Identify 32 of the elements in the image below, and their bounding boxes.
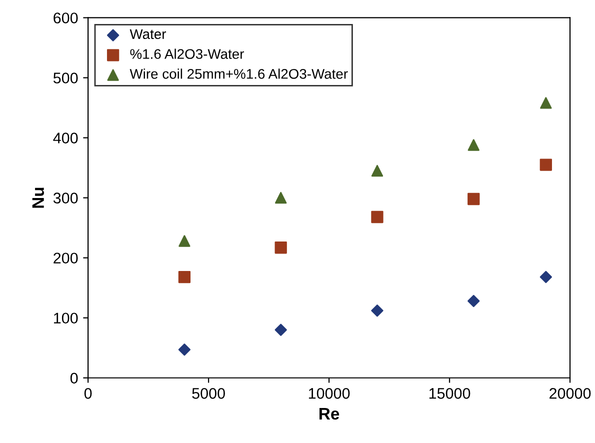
y-tick-label: 200	[54, 252, 78, 264]
point	[468, 139, 480, 151]
point	[178, 270, 191, 284]
y-tick-label: 0	[70, 372, 78, 384]
point	[540, 158, 552, 171]
legend-label: Wire coil 25mm+%1.6 Al2O3-Water	[130, 68, 348, 79]
y-tick-label: 400	[53, 132, 78, 144]
y-axis-title: Nu	[32, 188, 44, 208]
point	[274, 192, 287, 204]
y-tick-label: 100	[54, 312, 78, 324]
y-tick-label: 600	[54, 12, 78, 24]
point	[468, 294, 480, 308]
point	[540, 270, 552, 284]
point	[371, 210, 384, 224]
x-tick-label: 0	[84, 388, 92, 399]
point	[371, 304, 384, 317]
x-tick-label: 5000	[192, 388, 225, 399]
y-tick-label: 300	[53, 192, 78, 204]
point	[468, 192, 480, 206]
point	[178, 235, 190, 247]
point	[540, 97, 552, 109]
point	[274, 324, 287, 336]
x-tick-label: 10000	[308, 388, 350, 399]
x-axis-title: Re	[319, 408, 340, 420]
point	[371, 164, 384, 177]
x-tick-label: 15000	[429, 388, 470, 399]
legend-label: Water	[130, 29, 166, 40]
point	[178, 344, 191, 356]
point	[274, 242, 287, 254]
x-tick-label: 20000	[550, 388, 591, 399]
legend-label: %1.6 Al2O3-Water	[130, 48, 244, 59]
y-tick-label: 500	[53, 72, 78, 84]
